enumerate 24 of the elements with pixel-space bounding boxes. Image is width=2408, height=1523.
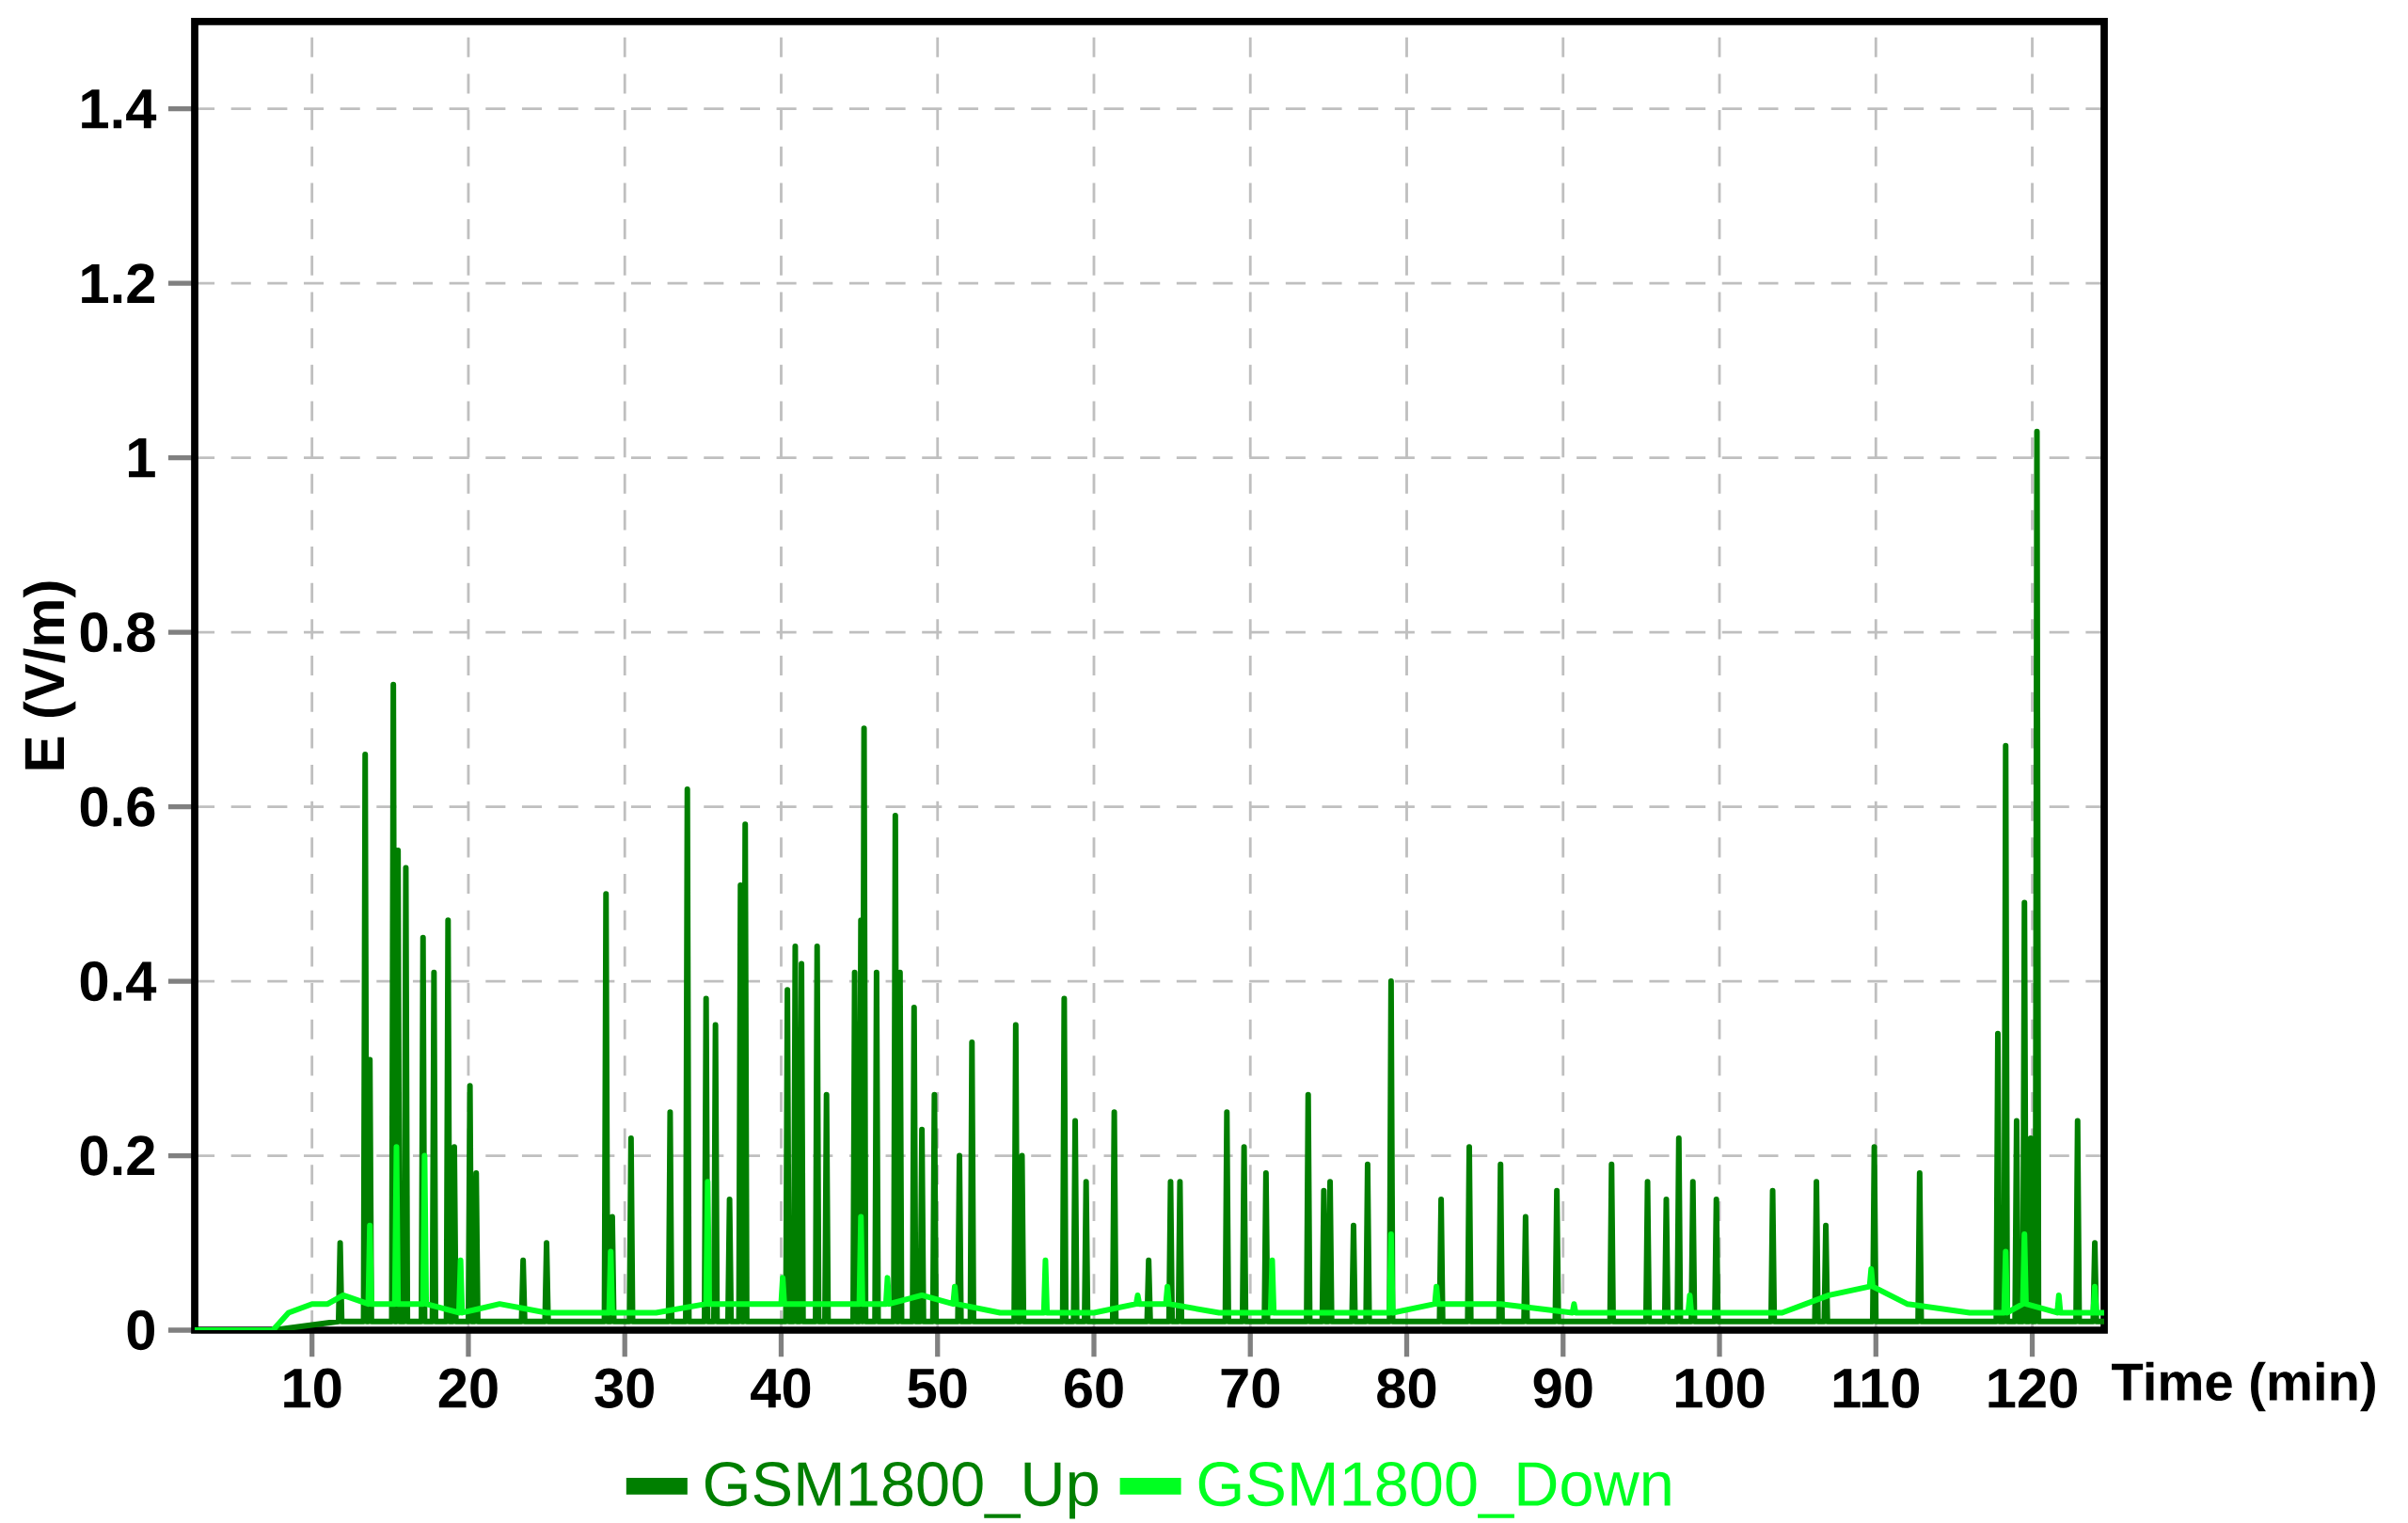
y-tick-label: 1.2 [82,263,155,304]
x-tick-label: 40 [751,1368,811,1408]
x-tick-label: 80 [1377,1368,1436,1408]
y-tick-label: 1.4 [82,89,157,129]
y-tick-label: 0 [127,1309,154,1351]
x-tick-label: 50 [908,1368,967,1408]
y-tick-label: 0.4 [80,960,157,1002]
y-tick-label: 0.6 [80,786,155,827]
legend-label: GSM1800_Down [1198,1461,1671,1518]
legend-label: GSM1800_Up [705,1461,1098,1519]
x-axis-title: Time (min) [2112,1361,2375,1412]
x-tick-label: 70 [1221,1368,1279,1408]
x-tick-label: 10 [284,1368,341,1408]
x-tick-label: 100 [1675,1368,1765,1408]
y-tick-label: 0.8 [80,611,155,653]
x-tick-label: 30 [594,1368,654,1408]
x-tick-label: 110 [1833,1368,1919,1408]
x-tick-label: 60 [1064,1368,1123,1408]
x-tick-label: 20 [438,1368,498,1408]
x-tick-label: 120 [1988,1368,2077,1408]
y-tick-label: 0.2 [80,1135,155,1176]
x-tick-label: 90 [1533,1368,1592,1408]
y-tick-label: 1 [128,438,155,478]
y-axis-title: E (V/m) [23,581,76,769]
